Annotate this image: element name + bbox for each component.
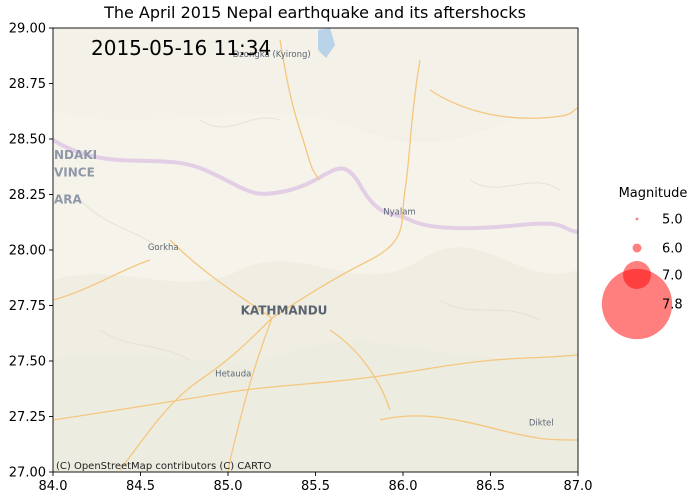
y-tick-label: 27.75: [9, 299, 46, 314]
y-tick-label: 27.00: [9, 466, 46, 481]
minor-roads: [79, 117, 561, 361]
map-place-label: Gorkha: [148, 243, 179, 253]
road-network: [53, 39, 578, 472]
y-tick-label: 28.00: [9, 244, 46, 259]
x-tick-label: 85.5: [301, 479, 330, 494]
x-tick-label: 84.5: [126, 479, 155, 494]
y-axis: 27.00 27.25 27.50 27.75 28.00 28.25 28.50 28.75…: [9, 22, 53, 481]
country-border: [53, 138, 578, 234]
chart-title: The April 2015 Nepal earthquake and its …: [103, 3, 526, 22]
x-tick-label: 84.0: [39, 479, 68, 494]
y-tick-label: 27.25: [9, 410, 46, 425]
x-tick-label: 86.0: [389, 479, 418, 494]
x-tick-label: 85.0: [214, 479, 243, 494]
legend-marker-5-0: [635, 217, 639, 221]
legend-marker-6-0: [632, 243, 642, 253]
legend-label: 6.0: [662, 242, 683, 257]
x-tick-label: 86.5: [476, 479, 505, 494]
map-labels: Dzongka (Kyirong) NDAKI VINCE ARA Nyalam Gork…: [54, 50, 554, 429]
map-place-label: Nyalam: [383, 207, 415, 217]
timestamp-label: 2015-05-16 11:34: [91, 36, 271, 60]
map-place-label: Dzongka (Kyirong): [233, 50, 311, 60]
legend-label: 7.8: [662, 298, 683, 313]
map-attribution: (C) OpenStreetMap contributors (C) CARTO: [56, 461, 271, 472]
y-tick-label: 28.75: [9, 77, 46, 92]
map-place-label: NDAKI: [54, 148, 97, 162]
map-place-label: Diktel: [529, 418, 554, 428]
map-place-label: Hetauda: [215, 370, 251, 380]
y-tick-label: 28.25: [9, 188, 46, 203]
y-tick-label: 29.00: [9, 22, 46, 37]
map-place-label: VINCE: [54, 166, 95, 180]
map-place-label: ARA: [54, 192, 83, 206]
map-area: Dzongka (Kyirong) NDAKI VINCE ARA Nyalam Gork…: [53, 28, 578, 472]
lake-shape: [318, 28, 335, 58]
x-axis: 84.0 84.5 85.0 85.5 86.0 86.5 87.0: [39, 472, 593, 494]
map-place-label: KATHMANDU: [241, 303, 328, 317]
y-tick-label: 27.50: [9, 355, 46, 370]
magnitude-legend: Magnitude 5.0 6.0 7.0 7.8: [601, 186, 688, 340]
x-tick-label: 87.0: [564, 479, 593, 494]
legend-label: 7.0: [662, 269, 683, 284]
legend-items: 5.0 6.0 7.0 7.8: [601, 213, 683, 340]
legend-marker-7-8: [601, 268, 673, 340]
legend-title: Magnitude: [619, 186, 688, 201]
y-tick-label: 28.50: [9, 133, 46, 148]
legend-label: 5.0: [662, 213, 683, 228]
